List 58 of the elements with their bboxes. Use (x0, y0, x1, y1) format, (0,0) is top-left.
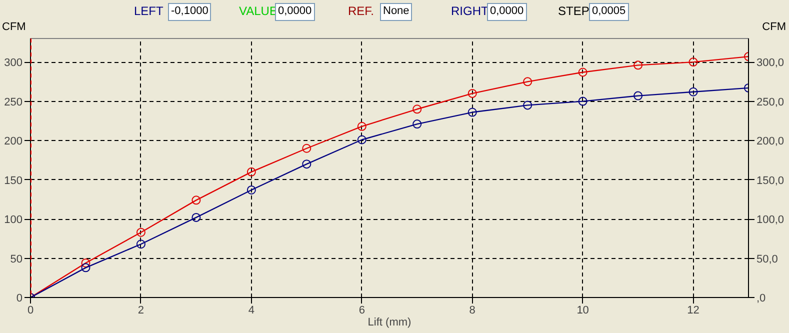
point (688, 87, 698, 96)
point (688, 58, 698, 67)
y2-axis-title: CFM (762, 20, 786, 35)
y2-tick-label: 50,0 (756, 253, 778, 266)
text: None (380, 3, 412, 21)
x-tick-label: 6 (358, 304, 365, 316)
y2-tick-label: 250,0 (756, 96, 784, 108)
text: STEP (558, 3, 590, 20)
x-tick-label: 8 (469, 304, 476, 316)
x-tick-label: 12 (687, 304, 700, 316)
point (81, 263, 90, 272)
point (302, 160, 312, 169)
y2-tick-label: 150,0 (756, 174, 784, 187)
point (302, 144, 312, 153)
point (468, 88, 477, 98)
point (246, 185, 256, 194)
y-tick-label: 300 (4, 57, 23, 70)
y-tick-label: 150 (4, 174, 23, 187)
text: 0,0000 (487, 3, 527, 21)
text: REF. (348, 3, 374, 20)
x-tick-label: 2 (138, 304, 144, 316)
y-tick-label: 50 (10, 253, 23, 266)
point (578, 68, 588, 77)
y-tick-label: 0 (16, 292, 23, 304)
point (357, 122, 366, 131)
text: 0,0005 (589, 3, 629, 21)
y2-tick-label: ,0 (756, 292, 766, 304)
text: RIGHT (451, 3, 488, 20)
point (357, 135, 366, 144)
point (412, 104, 422, 114)
text: -0,1000 (168, 3, 212, 21)
point (634, 91, 643, 100)
point (192, 212, 201, 222)
point (136, 228, 146, 237)
point (523, 77, 532, 86)
point (523, 100, 532, 110)
text: LEFT (134, 3, 164, 20)
point (634, 60, 643, 70)
x-tick-label: 10 (576, 304, 589, 316)
point (468, 108, 477, 117)
x-tick-label: 4 (248, 304, 254, 316)
y2-tick-label: 300,0 (756, 57, 784, 70)
text: VALUE (239, 3, 278, 20)
point (136, 240, 146, 249)
point (246, 167, 256, 176)
point (578, 96, 588, 106)
y-tick-label: 200 (4, 136, 23, 148)
y2-tick-label: 100,0 (756, 214, 784, 226)
y2-tick-label: 200,0 (756, 136, 784, 148)
point (192, 196, 201, 205)
y-axis-title: CFM (2, 20, 26, 35)
y-tick-label: 100 (4, 214, 23, 226)
point (412, 120, 422, 129)
y-tick-label: 250 (4, 96, 23, 108)
text: 0,0000 (278, 5, 312, 17)
x-tick-label: 0 (27, 304, 34, 316)
x-axis-title: Lift (mm) (368, 316, 412, 328)
point (81, 258, 90, 268)
